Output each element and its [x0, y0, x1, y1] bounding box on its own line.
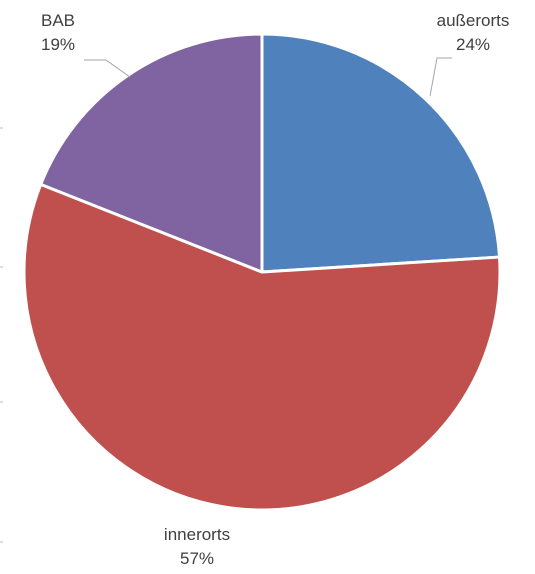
slice-innerorts	[22, 182, 502, 512]
data-label-category: innerorts	[164, 525, 230, 544]
data-label-category: BAB	[41, 11, 75, 30]
slice-ausserorts	[260, 32, 502, 274]
data-label-percent: 57%	[180, 549, 214, 568]
label-leader-lines	[84, 57, 452, 97]
data-label-innerorts: innerorts 57%	[164, 525, 230, 568]
leader-line-bab	[84, 59, 131, 78]
data-label-category: außerorts	[437, 11, 510, 30]
leader-line-ausserorts	[429, 57, 452, 97]
data-label-percent: 24%	[456, 35, 490, 54]
chart-frame-ticks	[0, 127, 3, 543]
data-label-percent: 19%	[41, 35, 75, 54]
data-label-ausserorts: außerorts 24%	[437, 11, 510, 54]
pie-slices	[22, 32, 502, 512]
data-label-bab: BAB 19%	[41, 11, 75, 54]
slice-labels: außerorts 24% innerorts 57% BAB 19%	[41, 11, 509, 568]
